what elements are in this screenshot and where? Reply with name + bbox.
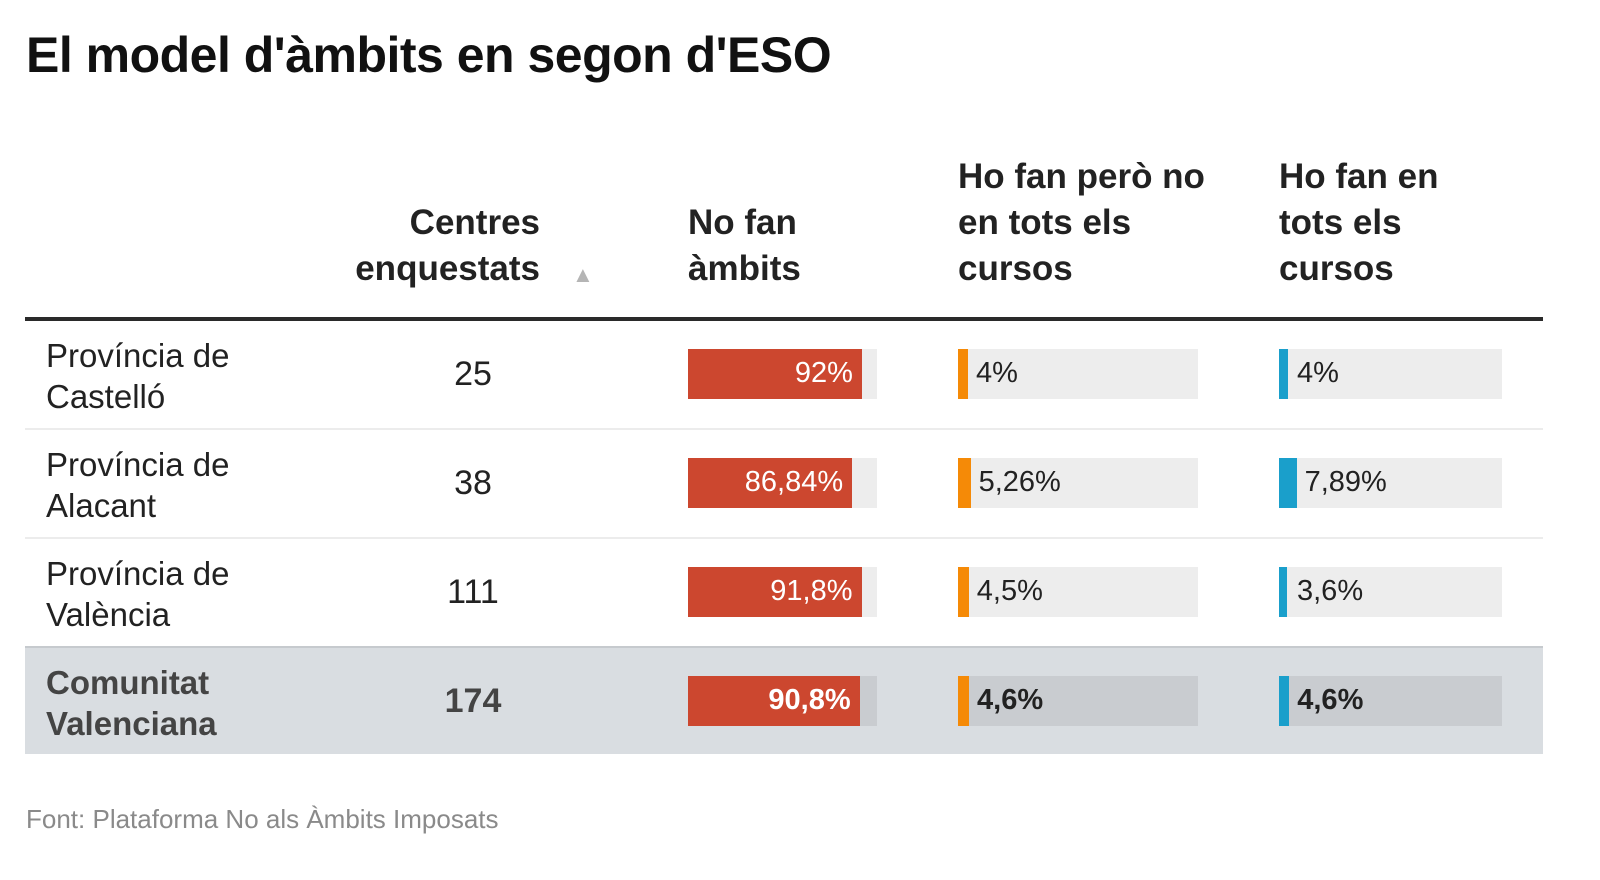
parcial-bar — [958, 567, 969, 617]
header-rule — [25, 317, 1543, 321]
parcial-value-label: 4,6% — [977, 684, 1044, 716]
sort-ascending-icon[interactable]: ▲ — [572, 262, 594, 287]
no_fan-value-label: 91,8% — [770, 575, 853, 607]
parcial-bar — [958, 458, 971, 508]
parcial-value-label: 5,26% — [978, 466, 1061, 498]
parcial-bar-track: 5,26% — [958, 458, 1198, 508]
no_fan-bar-track: 91,8% — [688, 567, 877, 617]
tots-bar-track: 4,6% — [1279, 676, 1502, 726]
parcial-bar — [958, 676, 970, 726]
centres-value: 174 — [444, 682, 502, 720]
no_fan-value-label: 90,8% — [768, 684, 851, 716]
row-label: Província de Castelló — [46, 337, 230, 415]
tots-bar — [1279, 567, 1288, 617]
no_fan-bar-track: 86,84% — [688, 458, 877, 508]
row-label: Província de Alacant — [46, 446, 230, 524]
header-centres[interactable]: Centres enquestats — [355, 203, 540, 288]
tots-value-label: 3,6% — [1297, 575, 1364, 607]
tots-value-label: 4,6% — [1297, 684, 1364, 716]
source-note: Font: Plataforma No als Àmbits Imposats — [26, 804, 499, 834]
table-row-total: Comunitat Valenciana 174 90,8% 4,6% 4,6% — [25, 646, 1543, 754]
no_fan-value-label: 86,84% — [744, 466, 844, 498]
parcial-bar-track: 4,5% — [958, 567, 1198, 617]
tots-value-label: 7,89% — [1304, 466, 1387, 498]
parcial-value-label: 4% — [976, 357, 1018, 389]
header-tots[interactable]: Ho fan en tots els cursos — [1279, 157, 1439, 288]
row-label: Província de València — [46, 555, 230, 633]
no_fan-bar — [688, 458, 853, 508]
no_fan-bar — [688, 349, 862, 399]
header-parcial[interactable]: Ho fan però no en tots els cursos — [958, 157, 1205, 288]
no_fan-value-label: 92% — [794, 357, 853, 389]
table-row: Província de València 111 91,8% 4,5% 3,6… — [25, 539, 1543, 648]
no_fan-bar — [688, 676, 860, 726]
parcial-bar-track: 4,6% — [958, 676, 1198, 726]
tots-value-label: 4% — [1297, 357, 1339, 389]
parcial-value-label: 4,5% — [976, 575, 1043, 607]
no_fan-bar — [688, 567, 862, 617]
tots-bar — [1279, 458, 1297, 508]
parcial-bar-track: 4% — [958, 349, 1198, 399]
row-label: Comunitat Valenciana — [46, 664, 217, 742]
header-no-fan[interactable]: No fan àmbits — [688, 203, 801, 288]
table-row: Província de Castelló 25 92% 4% 4% — [25, 321, 1543, 430]
parcial-bar — [958, 349, 968, 399]
no_fan-bar-track: 90,8% — [688, 676, 877, 726]
no_fan-bar-track: 92% — [688, 349, 877, 399]
table-row: Província de Alacant 38 86,84% 5,26% 7,8… — [25, 430, 1543, 539]
centres-value: 111 — [447, 573, 499, 611]
tots-bar-track: 3,6% — [1279, 567, 1502, 617]
tots-bar — [1279, 676, 1290, 726]
centres-value: 25 — [454, 355, 492, 393]
tots-bar-track: 7,89% — [1279, 458, 1502, 508]
tots-bar — [1279, 349, 1288, 399]
centres-value: 38 — [454, 464, 492, 502]
tots-bar-track: 4% — [1279, 349, 1502, 399]
chart-title: El model d'àmbits en segon d'ESO — [26, 27, 832, 83]
